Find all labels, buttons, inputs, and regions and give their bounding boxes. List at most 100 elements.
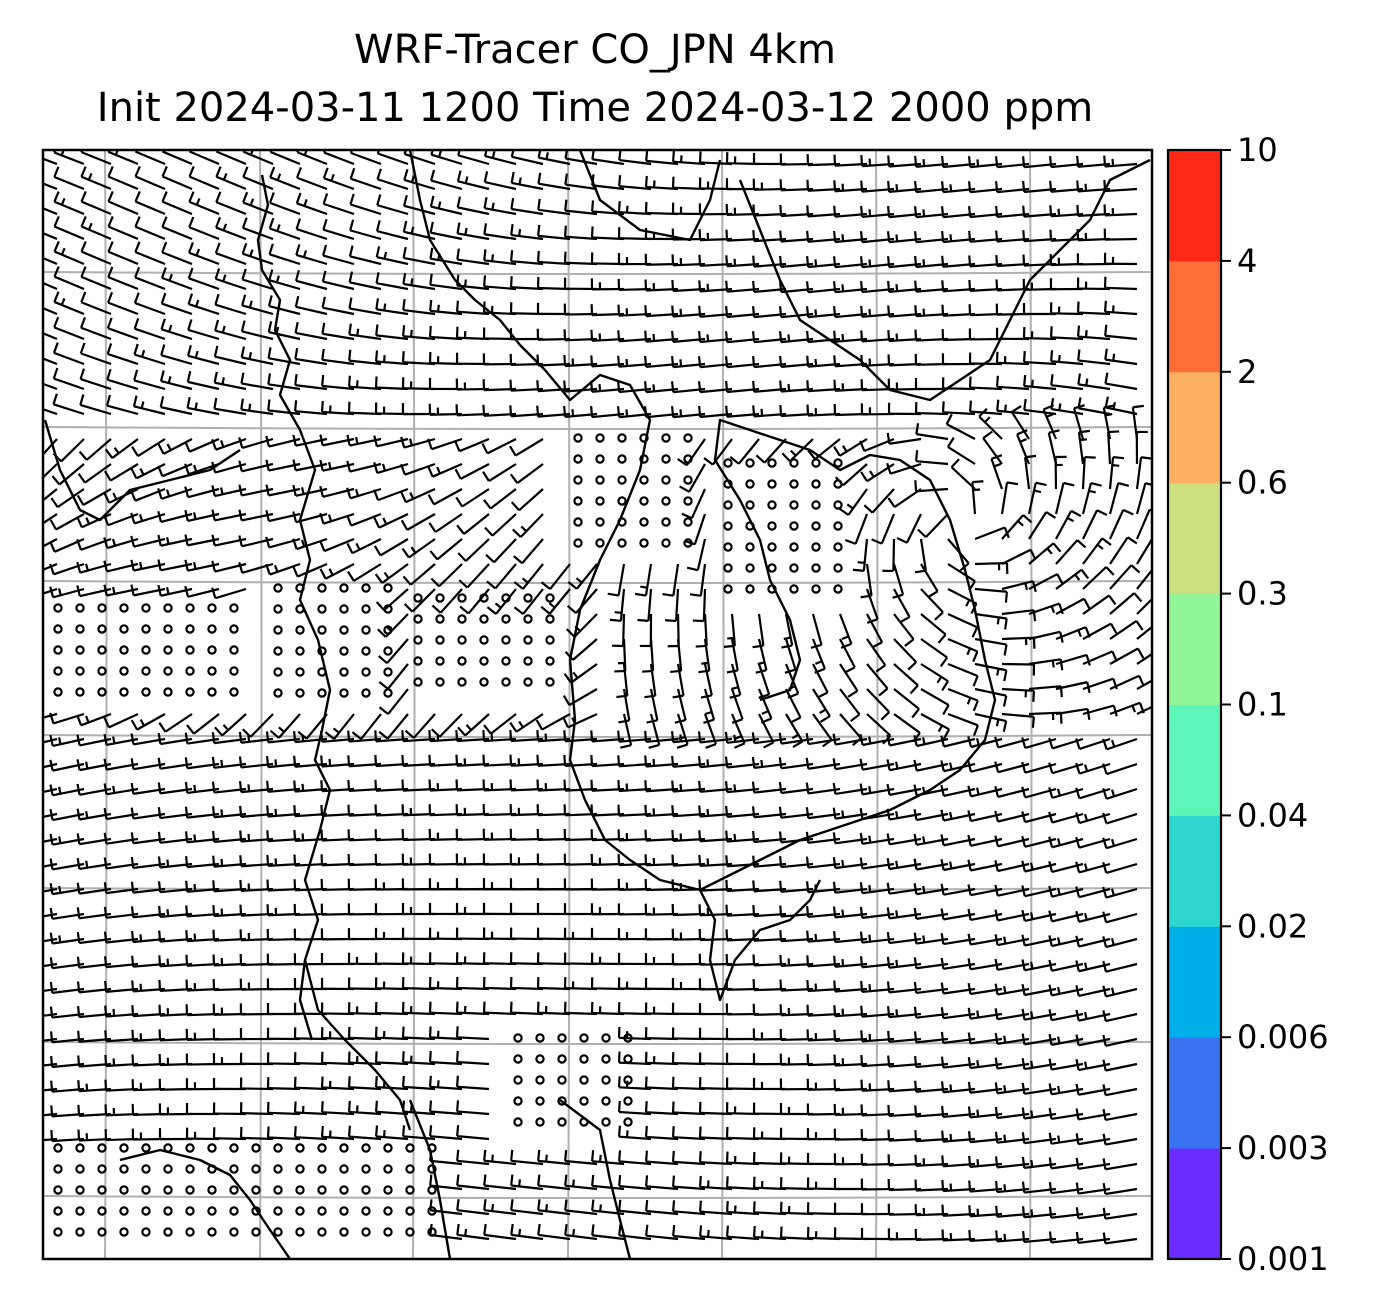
wind-barb (294, 347, 328, 366)
wind-barb (322, 218, 355, 241)
wind-barb (107, 166, 139, 191)
wind-barb (644, 1076, 679, 1091)
calm-circle (723, 500, 733, 510)
calm-circle (75, 1206, 85, 1216)
wind-barb (1102, 1010, 1138, 1023)
wind-barb (866, 613, 884, 649)
wind-barb (375, 298, 409, 316)
wind-barb (268, 217, 301, 241)
wind-barb (76, 712, 112, 727)
calm-circle (545, 677, 555, 687)
calm-circle (273, 1185, 283, 1195)
calm-circle (513, 1075, 523, 1085)
wind-barb (429, 1100, 463, 1116)
calm-circle (573, 517, 583, 527)
wind-barb (1102, 737, 1138, 751)
calm-circle (207, 603, 217, 613)
wind-barb (134, 241, 166, 266)
wind-barb (401, 1001, 436, 1016)
wind-barb (431, 588, 463, 614)
wind-barb (402, 325, 436, 341)
parallel-line (43, 271, 1152, 275)
wind-barb (1024, 454, 1037, 490)
wind-barb (349, 193, 382, 216)
wind-barb (455, 1075, 490, 1091)
wind-barb (645, 1199, 679, 1216)
calm-circle (229, 1185, 239, 1195)
wind-barb (319, 537, 355, 553)
wind-barb (729, 438, 760, 465)
calm-circle (53, 1164, 63, 1174)
calm-circle (97, 624, 107, 634)
wind-barb (161, 241, 193, 266)
wind-barb (1028, 711, 1063, 724)
wind-barb (400, 513, 436, 531)
calm-circle (413, 656, 423, 666)
map-area (43, 150, 1152, 1259)
calm-circle (273, 646, 283, 656)
calm-circle (185, 645, 195, 655)
wind-barb (348, 323, 382, 341)
wind-barb (684, 513, 707, 546)
wind-barb (672, 663, 685, 699)
wind-barb (429, 247, 463, 266)
wind-barb (401, 977, 436, 991)
wind-barb (609, 588, 626, 622)
wind-barb (456, 170, 490, 191)
calm-circle (833, 479, 843, 489)
wind-barb (618, 688, 631, 724)
wind-barb (482, 976, 517, 991)
wind-barb (920, 688, 950, 716)
wind-barb (563, 977, 598, 991)
wind-barb (403, 588, 436, 613)
wind-barb (1022, 302, 1057, 316)
wind-barb (80, 317, 112, 341)
wind-barb (215, 216, 247, 241)
wind-barb (1049, 326, 1084, 341)
wind-barb (186, 713, 220, 735)
wind-barb (672, 1224, 706, 1241)
wind-barb (838, 488, 868, 516)
calm-circle (75, 1164, 85, 1174)
wind-barb (214, 268, 247, 291)
wind-barb (671, 1150, 706, 1166)
wind-barb (376, 168, 409, 191)
wind-barb (428, 976, 463, 991)
wind-barb (947, 662, 979, 687)
calm-circle (163, 603, 173, 613)
wind-barb (214, 319, 247, 341)
wind-barb (1102, 812, 1138, 825)
wind-barb (1022, 327, 1057, 341)
calm-circle (273, 688, 283, 698)
calm-circle (361, 1164, 371, 1174)
wind-barb (671, 1052, 706, 1066)
wind-barb (158, 713, 193, 733)
wind-barb (483, 1149, 517, 1166)
plot-title-line-2: Init 2024-03-11 1200 Time 2024-03-12 200… (96, 85, 1094, 131)
calm-circle (601, 1033, 611, 1043)
wind-barb (214, 713, 247, 737)
wind-barb (456, 248, 490, 266)
wind-barb (681, 488, 707, 520)
calm-circle (639, 517, 649, 527)
wind-barb (947, 637, 979, 663)
colorbar-tick-label: 0.003 (1237, 1129, 1329, 1167)
calm-circle (207, 1227, 217, 1237)
calm-circle (339, 604, 349, 614)
wind-barb (132, 395, 166, 416)
wind-barb (920, 613, 947, 644)
calm-circle (75, 687, 85, 697)
wind-barb (1081, 481, 1102, 515)
calm-circle (557, 1075, 567, 1085)
calm-circle (661, 517, 671, 527)
calm-circle (251, 1206, 261, 1216)
wind-barb (429, 221, 463, 241)
wind-barb (755, 438, 787, 464)
wind-barb (456, 513, 490, 535)
wind-barb (373, 538, 409, 557)
wind-barb (429, 1125, 463, 1141)
calm-circle (383, 1143, 393, 1153)
wind-barb (567, 563, 598, 590)
wind-barb (950, 458, 976, 490)
wind-barb (974, 712, 1008, 733)
